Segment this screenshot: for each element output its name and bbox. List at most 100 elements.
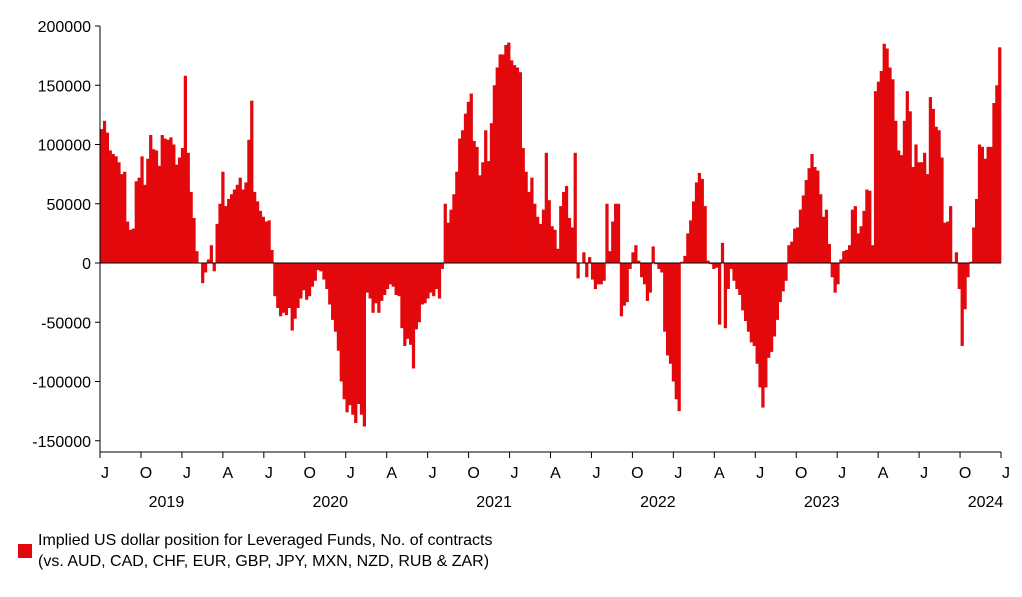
bar bbox=[163, 138, 167, 263]
bar bbox=[486, 161, 491, 263]
bar bbox=[989, 146, 993, 263]
bar bbox=[749, 263, 753, 343]
bar bbox=[247, 139, 251, 263]
bar bbox=[426, 263, 430, 299]
bar bbox=[310, 263, 315, 287]
bar bbox=[723, 263, 728, 329]
x-year-label: 2023 bbox=[804, 494, 840, 511]
bar bbox=[564, 185, 569, 263]
bar bbox=[406, 263, 410, 339]
bar bbox=[873, 91, 878, 263]
bar bbox=[645, 263, 650, 301]
legend-swatch bbox=[18, 544, 32, 558]
bar bbox=[767, 263, 771, 358]
bar bbox=[189, 191, 193, 263]
bar bbox=[253, 191, 257, 263]
bar bbox=[452, 194, 456, 263]
bar bbox=[203, 263, 208, 273]
x-year-label: 2024 bbox=[968, 494, 1004, 511]
bar bbox=[469, 93, 473, 263]
bar bbox=[536, 216, 540, 263]
bar bbox=[648, 263, 652, 293]
bar bbox=[943, 222, 947, 263]
bar bbox=[117, 162, 121, 263]
bar bbox=[622, 263, 626, 306]
bar bbox=[238, 177, 242, 263]
bar bbox=[530, 177, 534, 263]
bar bbox=[524, 171, 528, 263]
bar bbox=[998, 47, 1002, 263]
bar bbox=[149, 135, 153, 263]
bar bbox=[908, 111, 912, 263]
bar bbox=[729, 263, 733, 269]
bar bbox=[801, 195, 805, 263]
bar bbox=[590, 263, 595, 280]
x-tick-label: J bbox=[838, 465, 846, 482]
x-year-label: 2019 bbox=[149, 494, 185, 511]
bar bbox=[492, 85, 496, 263]
bar bbox=[391, 263, 395, 287]
bar bbox=[940, 157, 944, 263]
bar bbox=[385, 263, 390, 290]
chart-area: 200000 150000 100000 50000 0 -50000 -100000 -15… bbox=[32, 19, 1010, 511]
bar bbox=[830, 263, 834, 278]
bar bbox=[235, 184, 239, 263]
bar bbox=[368, 263, 372, 299]
bar bbox=[905, 91, 909, 263]
bar bbox=[527, 191, 531, 263]
bar bbox=[966, 263, 970, 278]
bar bbox=[345, 263, 349, 413]
bar bbox=[538, 223, 543, 263]
bar bbox=[807, 168, 811, 263]
bar bbox=[689, 220, 693, 263]
bar bbox=[692, 201, 696, 263]
bar bbox=[354, 263, 358, 423]
bar bbox=[102, 120, 107, 263]
bar bbox=[608, 251, 612, 263]
bar bbox=[882, 43, 886, 263]
bar bbox=[709, 263, 713, 265]
bar bbox=[972, 227, 976, 263]
bar bbox=[175, 164, 179, 263]
y-tick-label: 0 bbox=[82, 256, 91, 273]
bar bbox=[446, 222, 450, 263]
bar bbox=[501, 54, 505, 263]
bar bbox=[374, 263, 378, 304]
bar bbox=[478, 175, 482, 263]
x-tick-label: J bbox=[347, 465, 355, 482]
bar bbox=[169, 137, 173, 263]
bar bbox=[960, 263, 964, 346]
bar bbox=[634, 245, 638, 263]
bar bbox=[700, 178, 704, 263]
bar bbox=[215, 223, 219, 263]
bar bbox=[432, 263, 436, 297]
x-tick-label: J bbox=[674, 465, 682, 482]
bar bbox=[319, 263, 323, 272]
bar bbox=[411, 263, 416, 369]
bar bbox=[279, 263, 283, 317]
bar bbox=[562, 191, 566, 263]
y-axis-ticks: 200000 150000 100000 50000 0 -50000 -100000 -15… bbox=[32, 19, 100, 451]
bar bbox=[510, 60, 514, 263]
bar bbox=[914, 144, 918, 263]
bar bbox=[862, 210, 866, 263]
bar bbox=[755, 263, 759, 364]
bar bbox=[917, 162, 921, 263]
bar bbox=[322, 263, 326, 280]
bar bbox=[325, 263, 329, 290]
bar bbox=[533, 203, 537, 263]
bar bbox=[160, 135, 164, 263]
bar bbox=[403, 263, 407, 346]
x-tick-label: J bbox=[1002, 465, 1010, 482]
bar bbox=[547, 200, 551, 263]
bar bbox=[963, 263, 967, 310]
bar bbox=[380, 263, 384, 301]
x-tick-label: J bbox=[592, 465, 600, 482]
bar bbox=[625, 263, 629, 303]
bar bbox=[642, 263, 647, 285]
bar bbox=[937, 130, 941, 263]
bar bbox=[975, 199, 979, 263]
bar bbox=[706, 260, 710, 263]
bar bbox=[703, 206, 707, 263]
bar bbox=[934, 126, 938, 263]
